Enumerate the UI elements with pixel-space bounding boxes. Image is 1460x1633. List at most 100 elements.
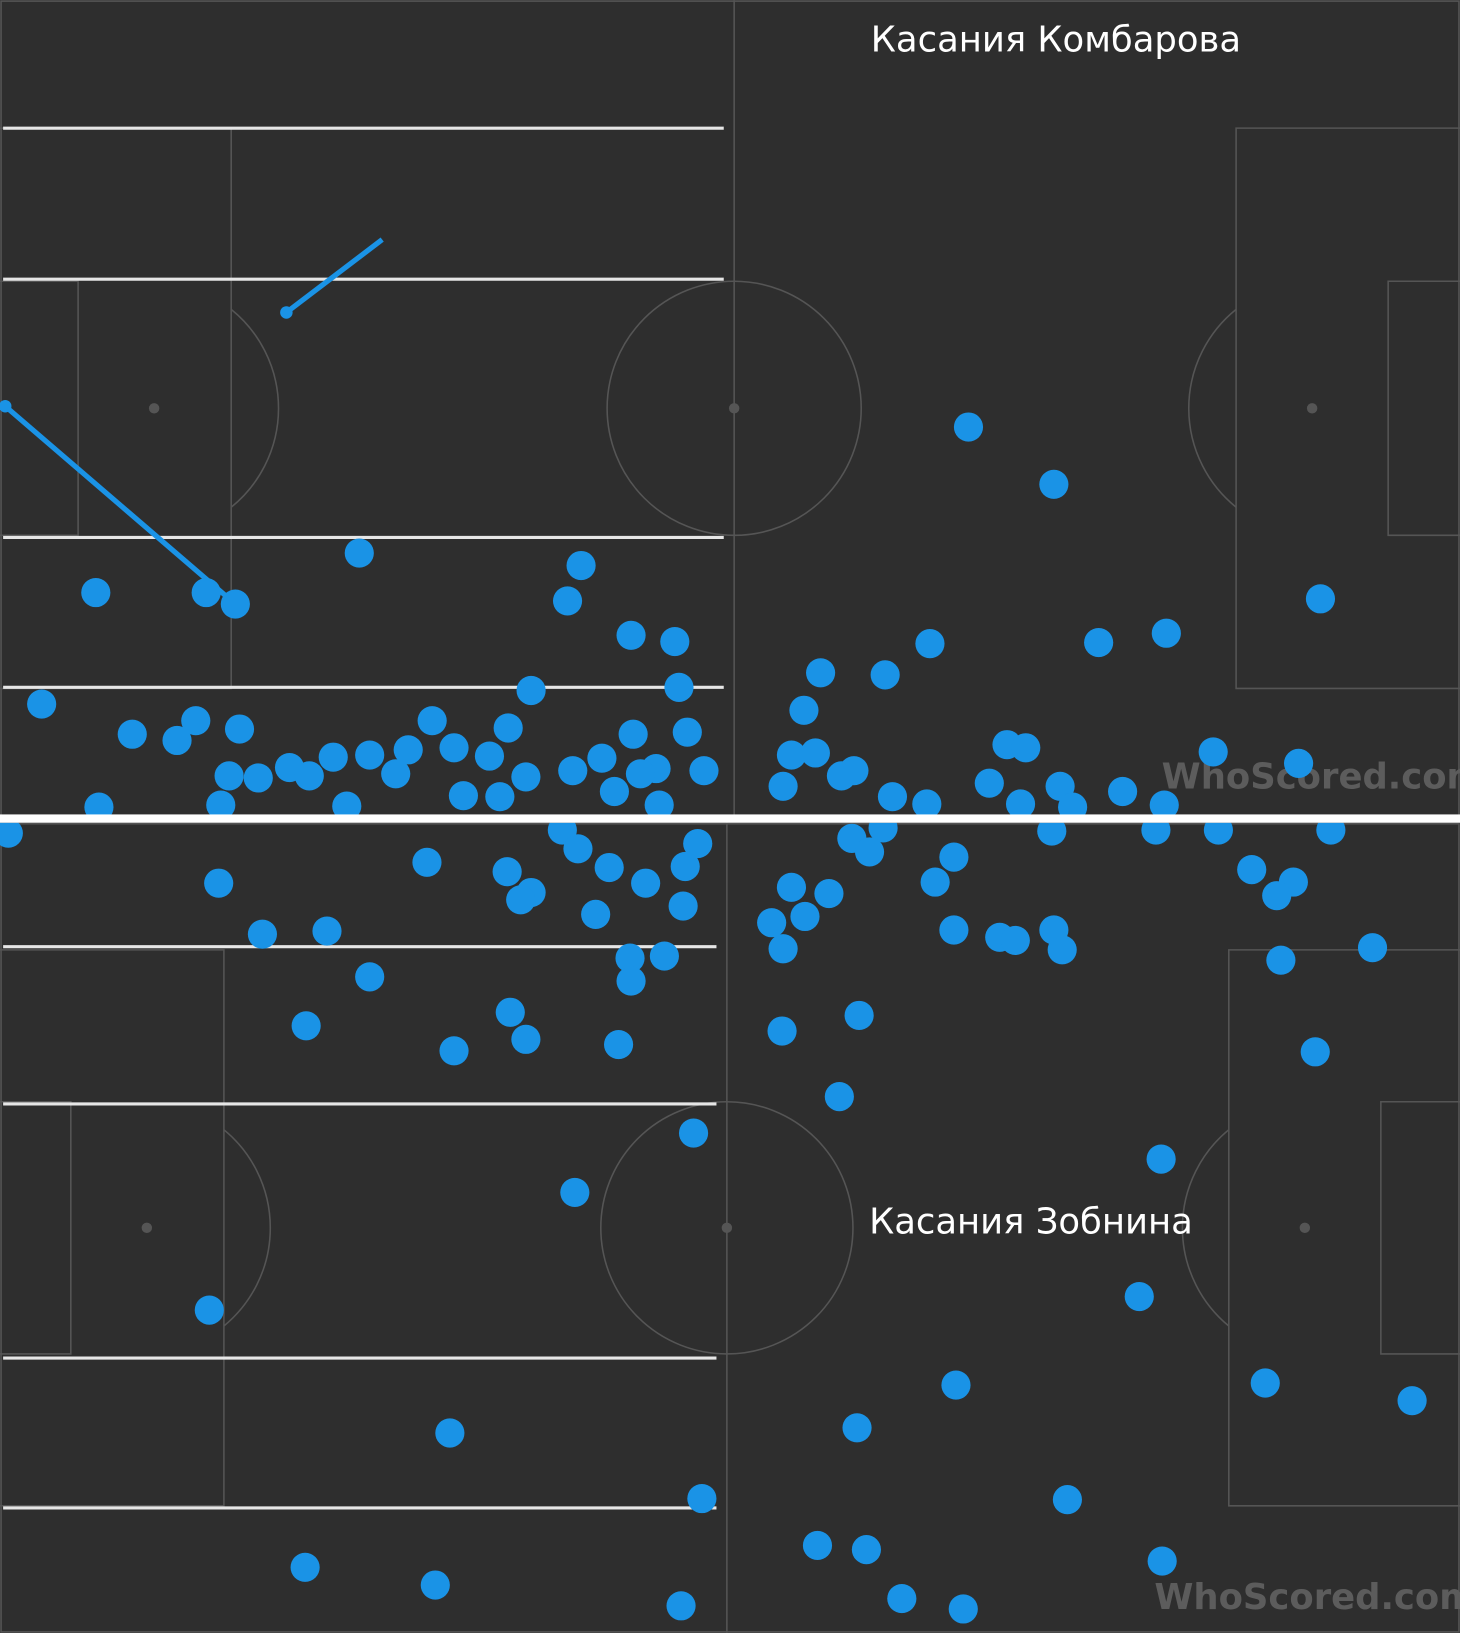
touch <box>920 867 950 897</box>
touch <box>668 891 698 921</box>
touch <box>194 1295 224 1325</box>
touch <box>511 1024 541 1054</box>
touch <box>1005 789 1036 817</box>
touch <box>800 738 830 768</box>
touch <box>660 626 690 657</box>
penalty-box <box>1228 949 1460 1507</box>
touch <box>615 943 645 973</box>
touch <box>625 759 656 789</box>
pass <box>3 404 238 607</box>
touch <box>224 714 255 744</box>
touch <box>439 1036 469 1066</box>
touch <box>332 791 362 817</box>
penalty-arc <box>1181 1129 1230 1327</box>
touch <box>616 966 646 996</box>
touch <box>412 847 442 877</box>
touch <box>220 589 250 619</box>
touch <box>1000 925 1030 956</box>
touch <box>493 713 523 743</box>
touch <box>558 756 588 786</box>
touch <box>294 761 324 791</box>
penalty-arc <box>1188 308 1237 508</box>
six-yard-box <box>0 1100 72 1355</box>
touch <box>672 717 702 747</box>
touch <box>344 538 374 568</box>
penalty-box <box>1235 127 1460 690</box>
touch <box>1198 737 1228 767</box>
touch <box>649 941 679 971</box>
touch <box>1011 733 1041 763</box>
touch <box>789 695 819 725</box>
touch <box>767 1016 797 1046</box>
penalty-arc <box>223 1129 272 1327</box>
touch <box>644 790 674 817</box>
chart-title: Касания Зобнина <box>869 1202 1193 1243</box>
touch <box>618 719 648 749</box>
touch <box>204 868 234 898</box>
pass <box>284 237 384 315</box>
centre-spot <box>728 403 740 414</box>
touch <box>851 1535 881 1565</box>
touch <box>870 660 900 690</box>
touch <box>603 1029 634 1060</box>
divider <box>0 814 1460 823</box>
touch <box>594 852 624 883</box>
touch <box>802 1530 833 1561</box>
touch <box>1250 1368 1280 1398</box>
touch <box>842 1413 872 1443</box>
penalty-spot <box>141 1222 153 1234</box>
touch <box>939 842 969 872</box>
centre-circle <box>600 1100 854 1355</box>
touch <box>953 412 984 442</box>
touch <box>587 743 617 773</box>
penalty-spot <box>1306 403 1318 414</box>
touch <box>912 789 942 817</box>
touch <box>1300 1037 1330 1067</box>
touch <box>1058 792 1088 817</box>
touch <box>1047 935 1077 965</box>
touch <box>312 916 342 946</box>
touch <box>318 742 348 772</box>
touch <box>492 857 522 887</box>
touch <box>1147 1546 1177 1576</box>
centre-circle <box>606 280 862 537</box>
touch <box>974 768 1004 798</box>
touch <box>1108 776 1138 807</box>
touch <box>474 741 505 771</box>
touch <box>448 781 478 811</box>
marks <box>0 237 1336 817</box>
touch <box>631 868 661 898</box>
panel: WhoScored.com Касания Зобнина <box>0 822 1460 1633</box>
touch <box>581 899 611 929</box>
touch <box>485 782 515 812</box>
touch <box>948 1594 978 1624</box>
touch <box>868 822 898 843</box>
touch <box>666 1591 696 1621</box>
touch <box>355 740 385 770</box>
touch <box>776 740 807 770</box>
penalty-arc <box>230 308 280 508</box>
touch <box>162 725 192 756</box>
pitch-outline <box>0 823 1460 1633</box>
marks <box>0 822 1427 1624</box>
six-yard-box <box>1380 1100 1460 1355</box>
touch <box>1266 945 1296 975</box>
touch <box>844 1000 874 1030</box>
touch <box>563 834 593 864</box>
touch <box>1146 1144 1176 1174</box>
touch <box>117 719 147 749</box>
centre-spot <box>721 1222 733 1234</box>
touch <box>381 759 411 789</box>
touch <box>1305 584 1336 614</box>
touch <box>81 578 111 608</box>
touch <box>552 586 583 616</box>
touch <box>0 822 23 848</box>
touch <box>1141 822 1171 845</box>
touch <box>689 756 719 786</box>
touch <box>824 1082 854 1112</box>
touch <box>768 771 798 801</box>
touch <box>435 1418 465 1448</box>
touch <box>887 1583 917 1614</box>
